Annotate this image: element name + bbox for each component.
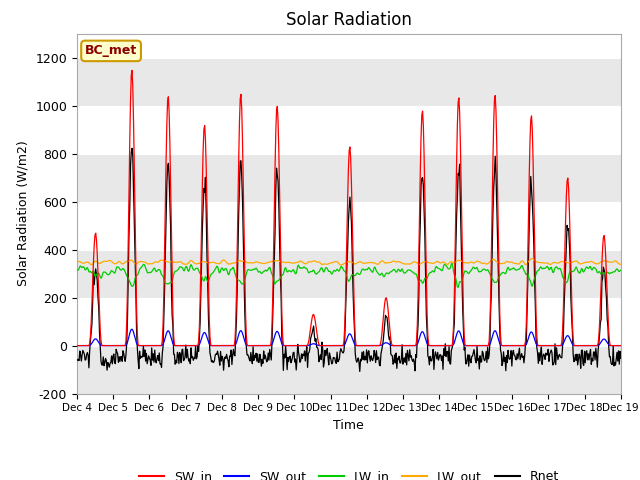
LW_out bbox=[617, 262, 625, 267]
SW_out bbox=[83, 343, 90, 348]
Rnet bbox=[73, 357, 81, 362]
Title: Solar Radiation: Solar Radiation bbox=[286, 11, 412, 29]
Rnet bbox=[140, 343, 147, 349]
Text: BC_met: BC_met bbox=[85, 44, 137, 58]
LW_out bbox=[431, 260, 439, 265]
SW_out bbox=[617, 343, 625, 348]
LW_out bbox=[73, 258, 81, 264]
SW_in bbox=[416, 212, 424, 217]
SW_out bbox=[140, 343, 147, 348]
LW_in bbox=[83, 265, 90, 271]
LW_in bbox=[454, 285, 462, 290]
Rnet bbox=[223, 356, 231, 361]
LW_out bbox=[194, 261, 202, 266]
LW_in bbox=[73, 267, 81, 273]
SW_in bbox=[223, 343, 231, 348]
Rnet bbox=[356, 369, 364, 374]
Bar bbox=[77, 346, 621, 394]
Bar bbox=[77, 154, 621, 202]
LW_in bbox=[223, 266, 230, 272]
SW_out bbox=[223, 343, 231, 348]
SW_out bbox=[73, 343, 81, 348]
Rnet bbox=[128, 145, 136, 151]
Line: Rnet: Rnet bbox=[77, 148, 621, 372]
Line: LW_out: LW_out bbox=[77, 259, 621, 265]
Rnet bbox=[195, 348, 202, 354]
LW_in bbox=[139, 263, 147, 268]
LW_out bbox=[529, 256, 536, 262]
LW_out bbox=[337, 262, 345, 268]
X-axis label: Time: Time bbox=[333, 419, 364, 432]
LW_in bbox=[194, 266, 202, 272]
LW_in bbox=[431, 268, 438, 274]
SW_out bbox=[128, 326, 136, 332]
SW_out bbox=[431, 343, 439, 348]
SW_in bbox=[73, 343, 81, 348]
SW_in bbox=[128, 68, 136, 73]
LW_in bbox=[448, 261, 456, 266]
SW_in bbox=[617, 343, 625, 348]
SW_in bbox=[195, 338, 202, 344]
Line: SW_out: SW_out bbox=[77, 329, 621, 346]
Legend: SW_in, SW_out, LW_in, LW_out, Rnet: SW_in, SW_out, LW_in, LW_out, Rnet bbox=[134, 465, 564, 480]
SW_out bbox=[416, 335, 424, 341]
Line: SW_in: SW_in bbox=[77, 71, 621, 346]
SW_in bbox=[83, 343, 90, 348]
Rnet bbox=[617, 355, 625, 361]
Rnet bbox=[83, 352, 90, 358]
LW_in bbox=[415, 279, 422, 285]
SW_in bbox=[140, 343, 147, 348]
Rnet bbox=[433, 352, 440, 358]
SW_in bbox=[431, 343, 439, 348]
LW_out bbox=[139, 259, 147, 264]
Bar bbox=[77, 250, 621, 298]
Rnet bbox=[417, 219, 424, 225]
LW_out bbox=[416, 262, 424, 267]
Line: LW_in: LW_in bbox=[77, 264, 621, 288]
LW_out bbox=[83, 259, 90, 265]
LW_out bbox=[223, 260, 230, 265]
SW_out bbox=[195, 342, 202, 348]
Bar bbox=[77, 58, 621, 106]
LW_in bbox=[617, 267, 625, 273]
Y-axis label: Solar Radiation (W/m2): Solar Radiation (W/m2) bbox=[17, 141, 29, 287]
